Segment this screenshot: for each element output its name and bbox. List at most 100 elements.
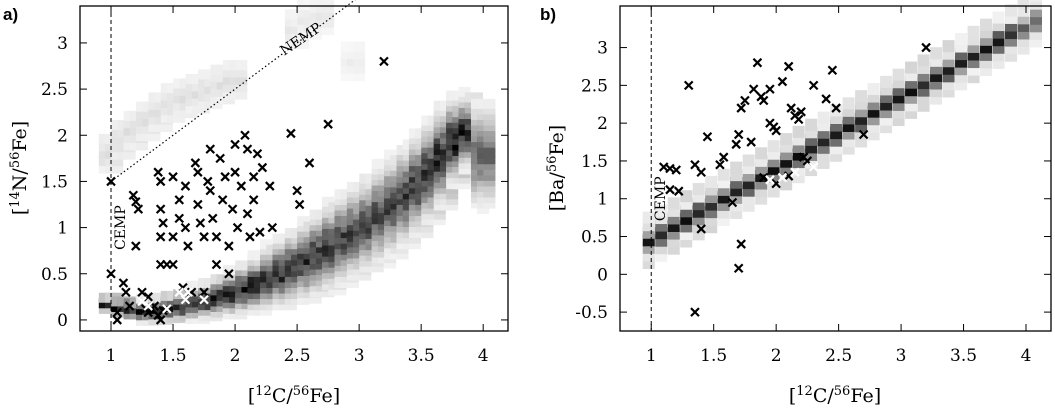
density-cell (204, 84, 217, 95)
density-cell (278, 294, 291, 305)
data-point-cross (323, 119, 333, 129)
density-cell (359, 256, 372, 267)
density-cell (353, 231, 366, 242)
density-cell (204, 311, 217, 322)
density-cell (446, 129, 459, 140)
density-cell (160, 97, 173, 108)
density-cell (377, 241, 390, 252)
density-cell (154, 99, 167, 110)
density-cell (160, 112, 173, 123)
density-cell (142, 116, 155, 127)
density-cell (142, 101, 155, 112)
density-cell (384, 238, 397, 249)
density-cell (477, 98, 490, 109)
density-cell (390, 171, 403, 182)
density-cell (452, 162, 465, 173)
density-cell (359, 270, 372, 281)
density-cell (390, 199, 403, 210)
density-cell (253, 266, 266, 277)
data-point-cross-white (777, 172, 788, 183)
panel-b-y-tick-label: 1 (597, 190, 608, 210)
density-cell (291, 250, 304, 261)
density-cell (446, 123, 459, 134)
density-cell (402, 167, 415, 178)
density-cell (303, 221, 316, 232)
density-cell (322, 235, 335, 246)
data-point-cross (205, 144, 216, 154)
density-cell (390, 221, 403, 232)
data-point-cross-stroke (183, 241, 193, 251)
density-cell (433, 145, 446, 156)
density-cell (390, 243, 403, 254)
density-cell (371, 225, 384, 236)
data-point-cross-stroke (128, 190, 139, 201)
density-cell (427, 215, 440, 226)
data-point-cross (379, 56, 389, 67)
density-cell (291, 244, 304, 255)
density-cell (278, 300, 291, 311)
density-cell (408, 189, 421, 200)
density-cell (353, 215, 366, 226)
density-cell (328, 224, 341, 235)
data-point-cross-white (174, 287, 185, 297)
data-point-cross (155, 204, 166, 214)
density-cell (284, 9, 297, 20)
density-cell (867, 82, 880, 95)
density-cell (967, 25, 980, 38)
density-cell (266, 244, 279, 255)
density-cell (353, 259, 366, 270)
density-cell (334, 233, 347, 244)
density-cell (185, 73, 198, 84)
density-cell (247, 250, 260, 261)
data-point-cross (727, 197, 738, 208)
density-cell (297, 7, 310, 18)
density-cell (955, 63, 968, 76)
data-point-cross (736, 239, 746, 249)
data-point-cross (217, 195, 228, 205)
data-point-cross-white-stroke (777, 172, 788, 183)
density-cell (278, 233, 291, 244)
density-cell (452, 145, 465, 156)
data-point-cross-stroke (180, 181, 191, 191)
density-cell (408, 161, 421, 172)
density-cell (247, 277, 260, 288)
density-cell (191, 291, 204, 302)
density-cell (266, 272, 279, 283)
panel-b-y-tick-label: -0.5 (575, 303, 608, 323)
density-cell (433, 167, 446, 178)
density-cell (297, 254, 310, 265)
density-cell (992, 26, 1005, 39)
density-cell (278, 266, 291, 277)
panel-a-x-axis-label: [12C/56Fe] (248, 384, 340, 408)
density-cell (346, 198, 359, 209)
data-point-cross-stroke (673, 186, 684, 196)
density-cell (167, 83, 180, 94)
density-cell (309, 2, 322, 13)
data-point-cross-stroke (155, 176, 166, 187)
density-cell (216, 86, 229, 97)
density-cell (830, 119, 843, 132)
density-cell (340, 277, 353, 288)
density-cell (377, 214, 390, 225)
density-cell (470, 143, 483, 154)
density-cell (167, 90, 180, 101)
density-cell (464, 158, 477, 169)
density-cell (340, 239, 353, 250)
density-cell (253, 250, 266, 261)
density-cell (433, 209, 446, 220)
density-cell (408, 205, 421, 216)
density-cell (297, 277, 310, 288)
panel-b-x-tick-label: 1 (646, 346, 657, 366)
density-cell (216, 279, 229, 290)
density-cell (322, 279, 335, 290)
density-cell (328, 268, 341, 279)
density-cell (328, 279, 341, 290)
density-cell (303, 249, 316, 260)
density-cell (353, 220, 366, 231)
density-cell (415, 133, 428, 144)
density-cell (179, 85, 192, 96)
data-point-cross (696, 224, 706, 234)
density-cell (390, 227, 403, 238)
density-cell (247, 283, 260, 294)
